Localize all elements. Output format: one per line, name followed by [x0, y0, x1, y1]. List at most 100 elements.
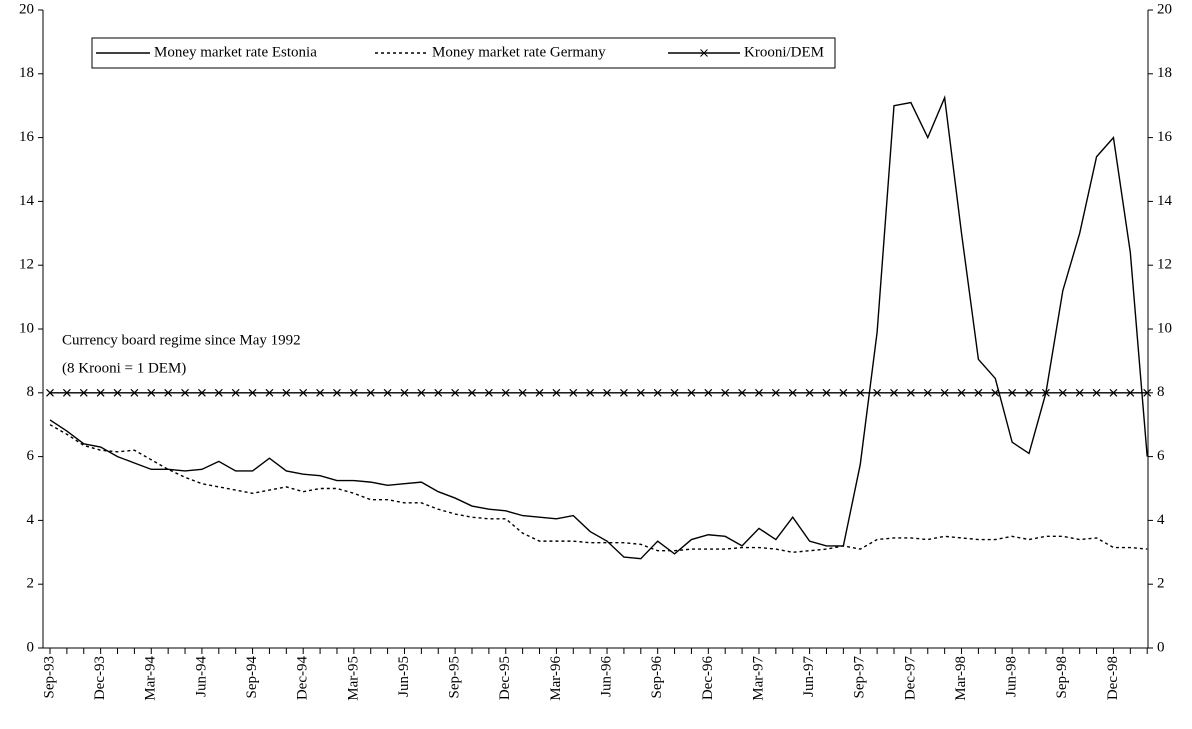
- x-tick-label: Mar-96: [548, 656, 564, 701]
- legend-marker: [700, 49, 708, 57]
- y-tick-label: 20: [19, 1, 34, 17]
- marker: [839, 388, 848, 397]
- series-line: [49, 95, 1148, 560]
- y2-tick-label: 2: [1157, 576, 1165, 592]
- marker: [1025, 388, 1033, 397]
- marker: [451, 388, 460, 397]
- marker: [400, 388, 409, 397]
- y-tick-label: 2: [27, 576, 35, 592]
- marker: [1008, 388, 1017, 397]
- marker: [1143, 388, 1152, 397]
- marker: [501, 388, 510, 397]
- annotation: Currency board regime since May 1992: [62, 332, 301, 348]
- series-line: [49, 424, 1148, 554]
- y-tick-label: 4: [27, 512, 35, 528]
- x-tick-label: Jun-97: [801, 656, 817, 697]
- x-tick-label: Dec-98: [1105, 656, 1121, 700]
- x-tick-label: Jun-96: [598, 656, 614, 697]
- marker: [299, 388, 308, 397]
- x-tick-label: Dec-94: [295, 656, 311, 701]
- marker: [653, 388, 662, 397]
- marker: [96, 388, 105, 397]
- y2-tick-label: 16: [1157, 129, 1173, 145]
- marker: [687, 388, 696, 397]
- marker: [164, 388, 173, 397]
- x-tick-label: Jun-94: [193, 656, 209, 697]
- marker: [484, 388, 493, 397]
- marker: [923, 388, 932, 397]
- marker: [316, 388, 325, 397]
- marker: [197, 388, 206, 397]
- marker: [586, 388, 595, 397]
- y-tick-label: 10: [19, 320, 34, 336]
- marker: [805, 388, 814, 397]
- marker: [417, 388, 426, 397]
- x-tick-label: Mar-97: [750, 656, 766, 701]
- x-tick-label: Jun-98: [1004, 656, 1020, 697]
- marker: [231, 388, 240, 397]
- marker: [906, 388, 915, 397]
- marker: [873, 388, 882, 397]
- marker: [1092, 388, 1101, 397]
- x-tick-label: Mar-95: [345, 656, 361, 701]
- y-tick-label: 16: [19, 129, 35, 145]
- marker: [282, 388, 291, 397]
- y2-tick-label: 0: [1157, 639, 1165, 655]
- marker: [704, 388, 713, 397]
- marker: [940, 388, 949, 397]
- y2-tick-label: 14: [1157, 193, 1173, 209]
- y-tick-label: 8: [27, 384, 35, 400]
- legend: Money market rate Estonia Money market ra…: [91, 37, 836, 69]
- marker: [991, 388, 1000, 397]
- marker: [248, 388, 257, 397]
- x-tick-label: Mar-94: [143, 656, 159, 701]
- x-tick-label: Dec-97: [902, 656, 918, 701]
- marker: [552, 388, 561, 397]
- marker: [383, 388, 392, 397]
- marker: [518, 388, 527, 397]
- y2-tick-label: 18: [1157, 65, 1172, 81]
- x-tick-label: Sep-95: [447, 656, 463, 699]
- marker: [569, 388, 578, 397]
- marker: [670, 388, 679, 397]
- y2-tick-label: 10: [1157, 320, 1172, 336]
- marker: [619, 388, 628, 397]
- marker: [181, 388, 189, 397]
- y-tick-label: 12: [19, 257, 34, 273]
- y2-tick-label: 12: [1157, 257, 1172, 273]
- legend-label: Krooni/DEM: [744, 44, 824, 60]
- marker: [46, 388, 54, 397]
- marker: [636, 388, 645, 397]
- marker: [333, 388, 341, 397]
- x-tick-label: Dec-96: [700, 656, 716, 701]
- x-tick-label: Sep-97: [852, 656, 868, 699]
- marker: [974, 388, 983, 397]
- x-tick-label: Sep-98: [1054, 656, 1070, 699]
- marker: [721, 388, 730, 397]
- y2-tick-label: 6: [1157, 448, 1165, 464]
- marker: [113, 388, 122, 397]
- x-tick-label: Sep-94: [244, 656, 260, 699]
- marker: [349, 388, 358, 397]
- marker: [214, 388, 223, 397]
- marker: [755, 388, 763, 397]
- marker: [1058, 388, 1067, 397]
- marker: [788, 388, 797, 397]
- legend-label: Money market rate Estonia: [154, 44, 317, 60]
- marker: [79, 388, 88, 397]
- x-tick-label: Dec-93: [92, 656, 108, 700]
- marker: [1126, 388, 1135, 397]
- x-tick-label: Sep-93: [41, 656, 57, 699]
- y-tick-label: 6: [27, 448, 35, 464]
- marker: [130, 388, 139, 397]
- y2-tick-label: 8: [1157, 384, 1165, 400]
- marker: [603, 388, 611, 397]
- y2-tick-label: 20: [1157, 1, 1172, 17]
- marker: [738, 388, 747, 397]
- y-tick-label: 14: [19, 193, 35, 209]
- y-tick-label: 0: [27, 639, 35, 655]
- marker: [890, 388, 898, 397]
- y2-tick-label: 4: [1157, 512, 1165, 528]
- marker: [62, 388, 71, 397]
